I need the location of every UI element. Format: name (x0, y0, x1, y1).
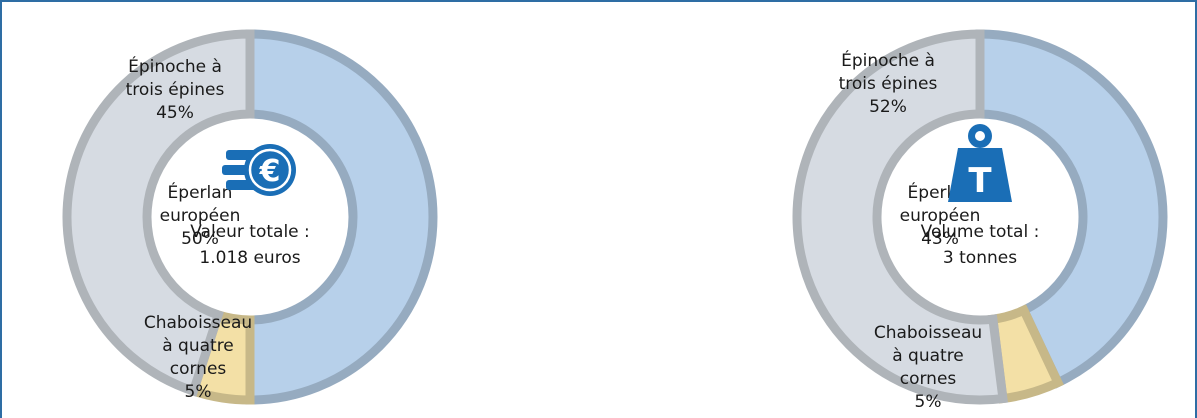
slice-0-0 (245, 29, 438, 405)
euro-coins-icon: € (222, 144, 296, 196)
center-total-label: Valeur totale :1.018 euros (190, 222, 310, 268)
slice-0-2 (62, 29, 255, 397)
donut-chart-volume: Éperlan européen 43%Chaboisseau à quatre cor… (792, 29, 1168, 412)
slice-label-0-0: Éperlan européen 50% (160, 181, 241, 249)
slice-1-0 (975, 29, 1168, 389)
svg-text:€: € (259, 154, 281, 189)
slice-1-2 (792, 29, 1008, 405)
donut-chart-value: Éperlan européen 50% Chaboisseau à quatre cor… (62, 29, 438, 405)
slice-label-1-2: Épinoche à trois épines 52% (839, 49, 938, 117)
weight-icon: T (948, 124, 1012, 202)
slice-label-0-2: Épinoche à trois épines 45% (126, 55, 225, 123)
slice-label-1-1: Chaboisseau à quatre cornes 5% (874, 323, 982, 412)
slice-label-0-1: Chaboisseau à quatre cornes 5% (144, 313, 252, 402)
center-total-label: Volume total :3 tonnes (921, 222, 1040, 268)
svg-text:T: T (968, 161, 992, 201)
